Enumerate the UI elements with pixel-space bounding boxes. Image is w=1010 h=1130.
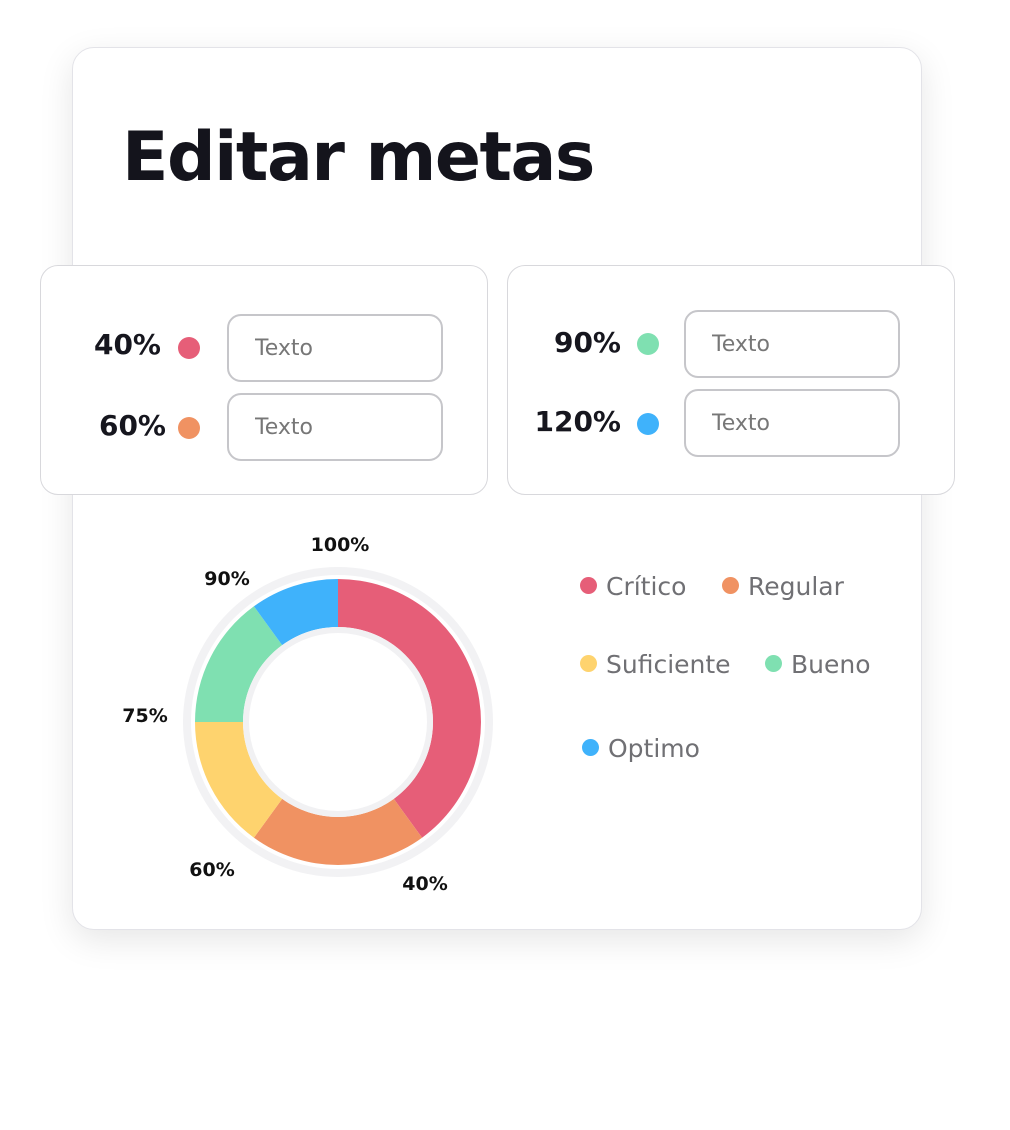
legend-label: Regular xyxy=(748,572,844,601)
goal-percent-label: 90% xyxy=(553,326,621,359)
legend-dot xyxy=(580,655,597,672)
tick-label-75: 75% xyxy=(122,705,167,727)
legend-label: Suficiente xyxy=(606,650,731,679)
legend-dot xyxy=(582,739,599,756)
goals-donut-chart: 100% 40% 60% 75% 90% xyxy=(122,534,493,895)
legend-dot xyxy=(580,577,597,594)
legend-item-regular: Regular xyxy=(722,572,844,601)
legend-dot xyxy=(722,577,739,594)
donut-segment-suficiente xyxy=(195,722,283,838)
tick-label-40: 40% xyxy=(402,873,447,895)
goal-percent-label: 40% xyxy=(93,328,161,361)
goal-text-input-critico[interactable] xyxy=(227,314,443,382)
donut-segments xyxy=(195,579,481,865)
goals-panel-left: 40% 60% xyxy=(40,265,488,495)
tick-label-90: 90% xyxy=(204,568,249,590)
optimo-color-dot xyxy=(637,413,659,435)
goal-text-input-regular[interactable] xyxy=(227,393,443,461)
critico-color-dot xyxy=(178,337,200,359)
donut-segment-regular xyxy=(253,798,423,865)
page-title: Editar metas xyxy=(122,118,595,197)
tick-label-60: 60% xyxy=(189,859,234,881)
goal-percent-label: 60% xyxy=(98,409,166,442)
legend-dot xyxy=(765,655,782,672)
regular-color-dot xyxy=(178,417,200,439)
legend-item-bueno: Bueno xyxy=(765,650,871,679)
legend-item-suficiente: Suficiente xyxy=(580,650,731,679)
legend-item-critico: Crítico xyxy=(580,572,686,601)
goal-text-input-bueno[interactable] xyxy=(684,310,900,378)
legend-label: Optimo xyxy=(608,734,700,763)
goal-text-input-optimo[interactable] xyxy=(684,389,900,457)
donut-segment-bueno xyxy=(195,606,283,722)
goal-percent-label: 120% xyxy=(534,405,621,438)
legend-label: Crítico xyxy=(606,572,687,601)
goals-panel-right: 90% 120% xyxy=(507,265,955,495)
donut-hole xyxy=(249,633,427,811)
tick-label-100: 100% xyxy=(311,534,370,556)
donut-segment-critico xyxy=(338,579,481,838)
legend-item-optimo: Optimo xyxy=(582,734,700,763)
bueno-color-dot xyxy=(637,333,659,355)
legend-label: Bueno xyxy=(791,650,871,679)
donut-segment-optimo xyxy=(253,579,338,646)
